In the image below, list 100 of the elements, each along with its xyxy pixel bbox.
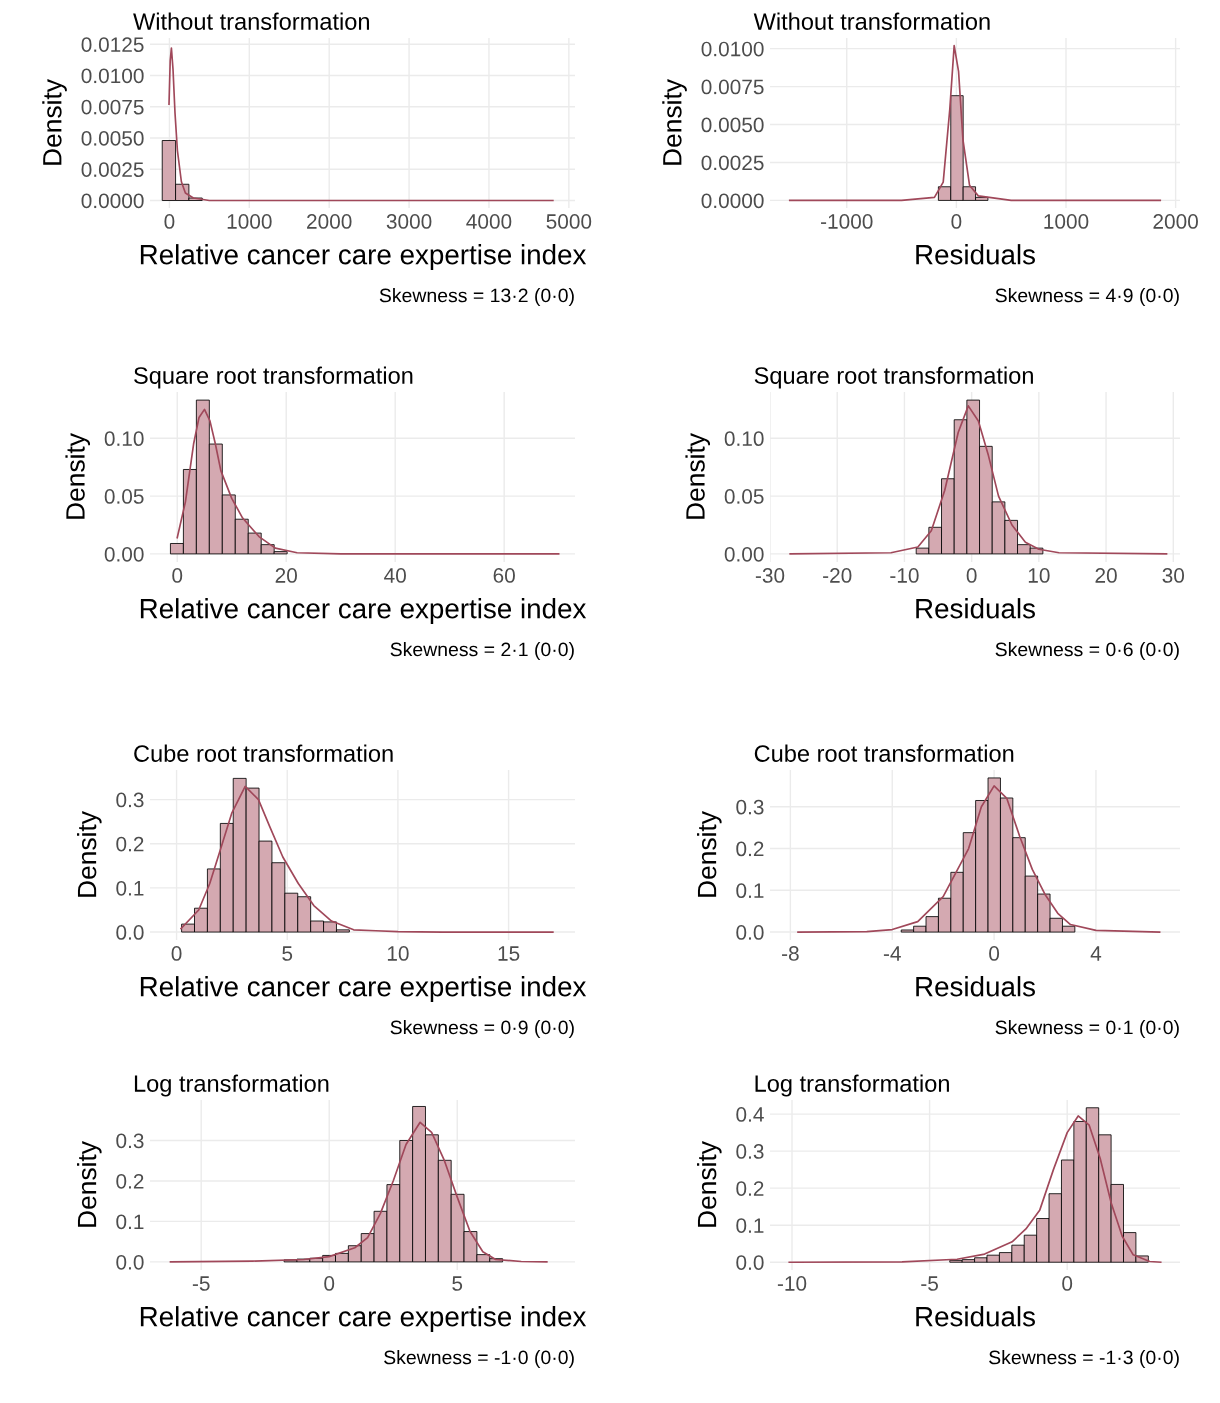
x-axis-title: Residuals [916,1306,1035,1327]
y-tick-label: 0.10 [724,431,764,447]
text: Skewness = 0·9 (0·0) [390,1020,574,1039]
x-tick-label: 0 [966,568,977,583]
x-tick-label: 1000 [227,214,272,229]
y-axis-title: Density [42,79,67,165]
chart-title: Log transformation [755,1074,949,1097]
y-tick-label: 0.00 [724,546,764,562]
chart-title: Square root transformation [134,366,413,389]
text: Skewness = 2·1 (0·0) [390,642,574,661]
x-axis-title: Relative cancer care expertise index [140,598,587,624]
x-tick-label: 5 [282,946,293,961]
x-tick-label: 0 [989,946,1000,961]
y-tick-label: 0.0 [736,925,764,940]
y-tick-label: 0.3 [736,799,764,815]
x-axis-title: Relative cancer care expertise index [140,976,587,1002]
chart-title: Without transformation [133,12,369,30]
text: Skewness = 13·2 (0·0) [379,288,574,307]
chart-title: Without transformation [753,12,990,30]
x-tick-label: -8 [782,946,799,961]
y-tick-label: 0.2 [736,1181,764,1196]
x-axis-title: Residuals [916,598,1035,619]
x-tick-label: 60 [493,568,515,583]
y-tick-label: 0.05 [724,489,764,504]
x-tick-label: 5000 [546,214,592,229]
text: Skewness = 0·6 (0·0) [995,642,1179,661]
x-tick-label: 4 [1090,946,1102,961]
y-axis-title: Density [662,79,687,165]
x-tick-label: -1000 [821,214,873,229]
x-axis-title: Residuals [916,976,1035,997]
y-tick-label: 0.0025 [701,155,764,171]
y-tick-label: 0.0075 [81,99,144,115]
x-tick-label: 5 [452,1276,463,1291]
x-tick-label: 30 [1162,568,1185,583]
x-tick-label: -10 [890,568,919,583]
y-tick-label: 0.0000 [81,193,144,209]
x-tick-label: 1000 [1044,214,1089,229]
x-tick-label: 40 [384,568,406,583]
y-tick-label: 0.0000 [701,193,764,209]
y-tick-label: 0.0 [116,1254,144,1270]
y-tick-label: 0.1 [116,1214,144,1230]
y-tick-label: 0.4 [736,1107,764,1122]
x-tick-label: 0 [164,214,175,229]
x-axis-title: Residuals [916,244,1035,265]
y-tick-label: 0.0025 [81,162,144,177]
x-tick-label: 3000 [386,214,432,229]
y-axis-title: Density [77,811,102,897]
y-axis-title: Density [697,1141,722,1227]
y-axis-title: Density [685,433,711,519]
y-tick-label: 0.00 [104,546,144,562]
y-tick-label: 0.2 [116,1173,144,1189]
x-tick-label: 10 [1028,568,1050,583]
y-tick-label: 0.0050 [81,131,144,146]
x-axis-title: Relative cancer care expertise index [140,244,587,270]
x-tick-label: 2000 [1153,214,1198,229]
chart-title: Square root transformation [754,366,1033,389]
x-tick-label: 0 [171,946,182,961]
y-tick-label: 0.0100 [701,41,764,57]
x-tick-label: 0 [172,568,183,583]
y-tick-label: 0.10 [104,431,144,447]
x-tick-label: 0 [324,1276,335,1291]
y-tick-label: 0.1 [736,1218,764,1233]
y-tick-label: 0.0075 [701,79,764,95]
y-axis-title: Density [697,811,722,897]
text: Skewness = 4·9 (0·0) [995,288,1179,307]
x-tick-label: 15 [498,946,520,961]
chart-title: Cube root transformation [754,744,1014,762]
text: Skewness = -1·0 (0·0) [384,1350,574,1369]
y-tick-label: 0.0100 [81,68,144,84]
x-tick-label: 0 [1062,1276,1073,1291]
y-axis-title: Density [77,1141,102,1227]
chart-title: Cube root transformation [134,744,393,762]
x-tick-label: 4000 [466,214,512,229]
y-axis-title: Density [65,433,91,519]
x-tick-label: 0 [951,214,962,229]
x-tick-label: -5 [192,1276,210,1291]
x-tick-label: -30 [755,568,785,583]
chart-title: Log transformation [134,1074,329,1097]
y-tick-label: 0.3 [116,792,144,808]
y-tick-label: 0.1 [736,883,764,899]
x-tick-label: -5 [921,1276,938,1291]
y-tick-label: 0.05 [104,489,144,504]
x-axis-title: Relative cancer care expertise index [140,1306,587,1332]
y-tick-label: 0.2 [116,836,144,852]
y-tick-label: 0.0050 [701,117,764,133]
y-tick-label: 0.0 [116,925,144,940]
x-tick-label: 2000 [307,214,352,229]
y-tick-label: 0.1 [116,880,144,896]
x-tick-label: 20 [1095,568,1117,583]
x-tick-label: -4 [883,946,901,961]
y-tick-label: 0.3 [736,1144,764,1159]
x-tick-label: -10 [777,1276,807,1291]
x-tick-label: -20 [823,568,852,583]
y-tick-label: 0.0125 [81,37,144,52]
x-tick-label: 10 [387,946,409,961]
x-tick-label: 20 [275,568,297,583]
y-tick-label: 0.0 [736,1255,764,1270]
y-tick-label: 0.3 [116,1133,144,1149]
y-tick-label: 0.2 [736,841,764,857]
text: Skewness = -1·3 (0·0) [989,1350,1179,1369]
